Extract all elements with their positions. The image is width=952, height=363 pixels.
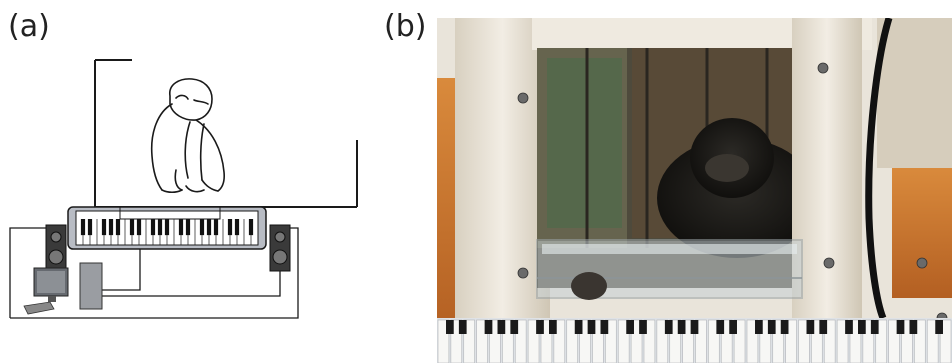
loudspeaker-icon: [45, 224, 67, 272]
piano-keyboard-icon: [437, 318, 952, 363]
wiring: [9, 227, 299, 319]
desktop-computer-icon: [23, 262, 103, 315]
panel-label-b: (b): [384, 9, 427, 44]
booth-frame-left: [455, 18, 550, 338]
chimpanzee-hand: [571, 272, 607, 300]
setup-diagram: [9, 59, 358, 319]
panel-label-a: (a): [8, 9, 50, 44]
booth-photograph: [437, 18, 952, 363]
booth-outline: [94, 59, 358, 208]
piano-keyboard-icon: [67, 206, 267, 250]
chimpanzee-silhouette: [657, 118, 817, 258]
cable: [865, 18, 893, 320]
chimpanzee-outline-icon: [150, 78, 225, 194]
loudspeaker-icon: [269, 224, 291, 272]
